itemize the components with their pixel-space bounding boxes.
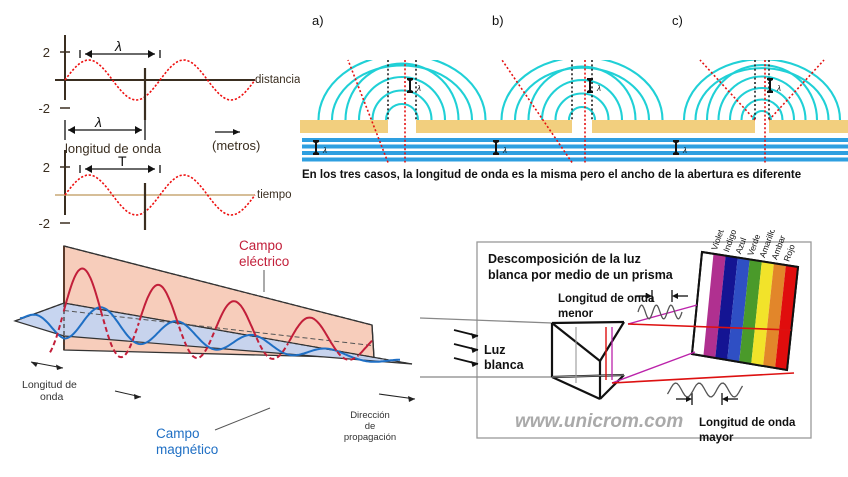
svg-text:c): c) xyxy=(672,13,683,28)
svg-text:longitud de onda: longitud de onda xyxy=(65,141,162,156)
svg-text:Longitud de onda: Longitud de onda xyxy=(699,417,796,429)
svg-text:T: T xyxy=(118,153,127,169)
svg-text:onda: onda xyxy=(40,391,64,403)
svg-text:2: 2 xyxy=(43,45,50,60)
svg-text:-2: -2 xyxy=(38,216,50,230)
svg-text:λ: λ xyxy=(114,38,122,54)
svg-text:Longitud de: Longitud de xyxy=(22,379,77,391)
svg-text:tiempo: tiempo xyxy=(257,189,292,201)
svg-text:λ: λ xyxy=(94,114,102,130)
svg-text:de: de xyxy=(365,421,376,432)
svg-text:λ: λ xyxy=(322,146,327,155)
svg-text:Luz: Luz xyxy=(484,343,506,357)
svg-text:a): a) xyxy=(312,13,324,28)
svg-text:distancia: distancia xyxy=(255,74,300,86)
svg-text:mayor: mayor xyxy=(699,432,734,444)
svg-text:Dirección: Dirección xyxy=(350,410,390,421)
svg-text:Longitud de onda: Longitud de onda xyxy=(558,293,655,305)
svg-text:λ: λ xyxy=(682,146,687,155)
svg-text:λ: λ xyxy=(776,84,781,93)
svg-text:menor: menor xyxy=(558,308,594,320)
svg-text:magnético: magnético xyxy=(156,442,218,457)
svg-text:eléctrico: eléctrico xyxy=(239,254,289,269)
svg-text:blanca por medio de un prisma: blanca por medio de un prisma xyxy=(488,268,674,282)
svg-text:propagación: propagación xyxy=(344,432,396,443)
svg-text:Campo: Campo xyxy=(239,238,283,253)
svg-text:www.unicrom.com: www.unicrom.com xyxy=(515,411,683,432)
svg-text:blanca: blanca xyxy=(484,358,525,372)
svg-text:λ: λ xyxy=(416,84,421,93)
svg-text:(metros): (metros) xyxy=(212,138,260,153)
svg-text:λ: λ xyxy=(502,146,507,155)
svg-text:Descomposición de la luz: Descomposición de la luz xyxy=(488,252,641,266)
svg-text:-2: -2 xyxy=(38,101,50,116)
svg-text:b): b) xyxy=(492,13,504,28)
svg-text:λ: λ xyxy=(596,84,601,93)
svg-text:Campo: Campo xyxy=(156,426,200,441)
svg-text:2: 2 xyxy=(43,160,50,175)
